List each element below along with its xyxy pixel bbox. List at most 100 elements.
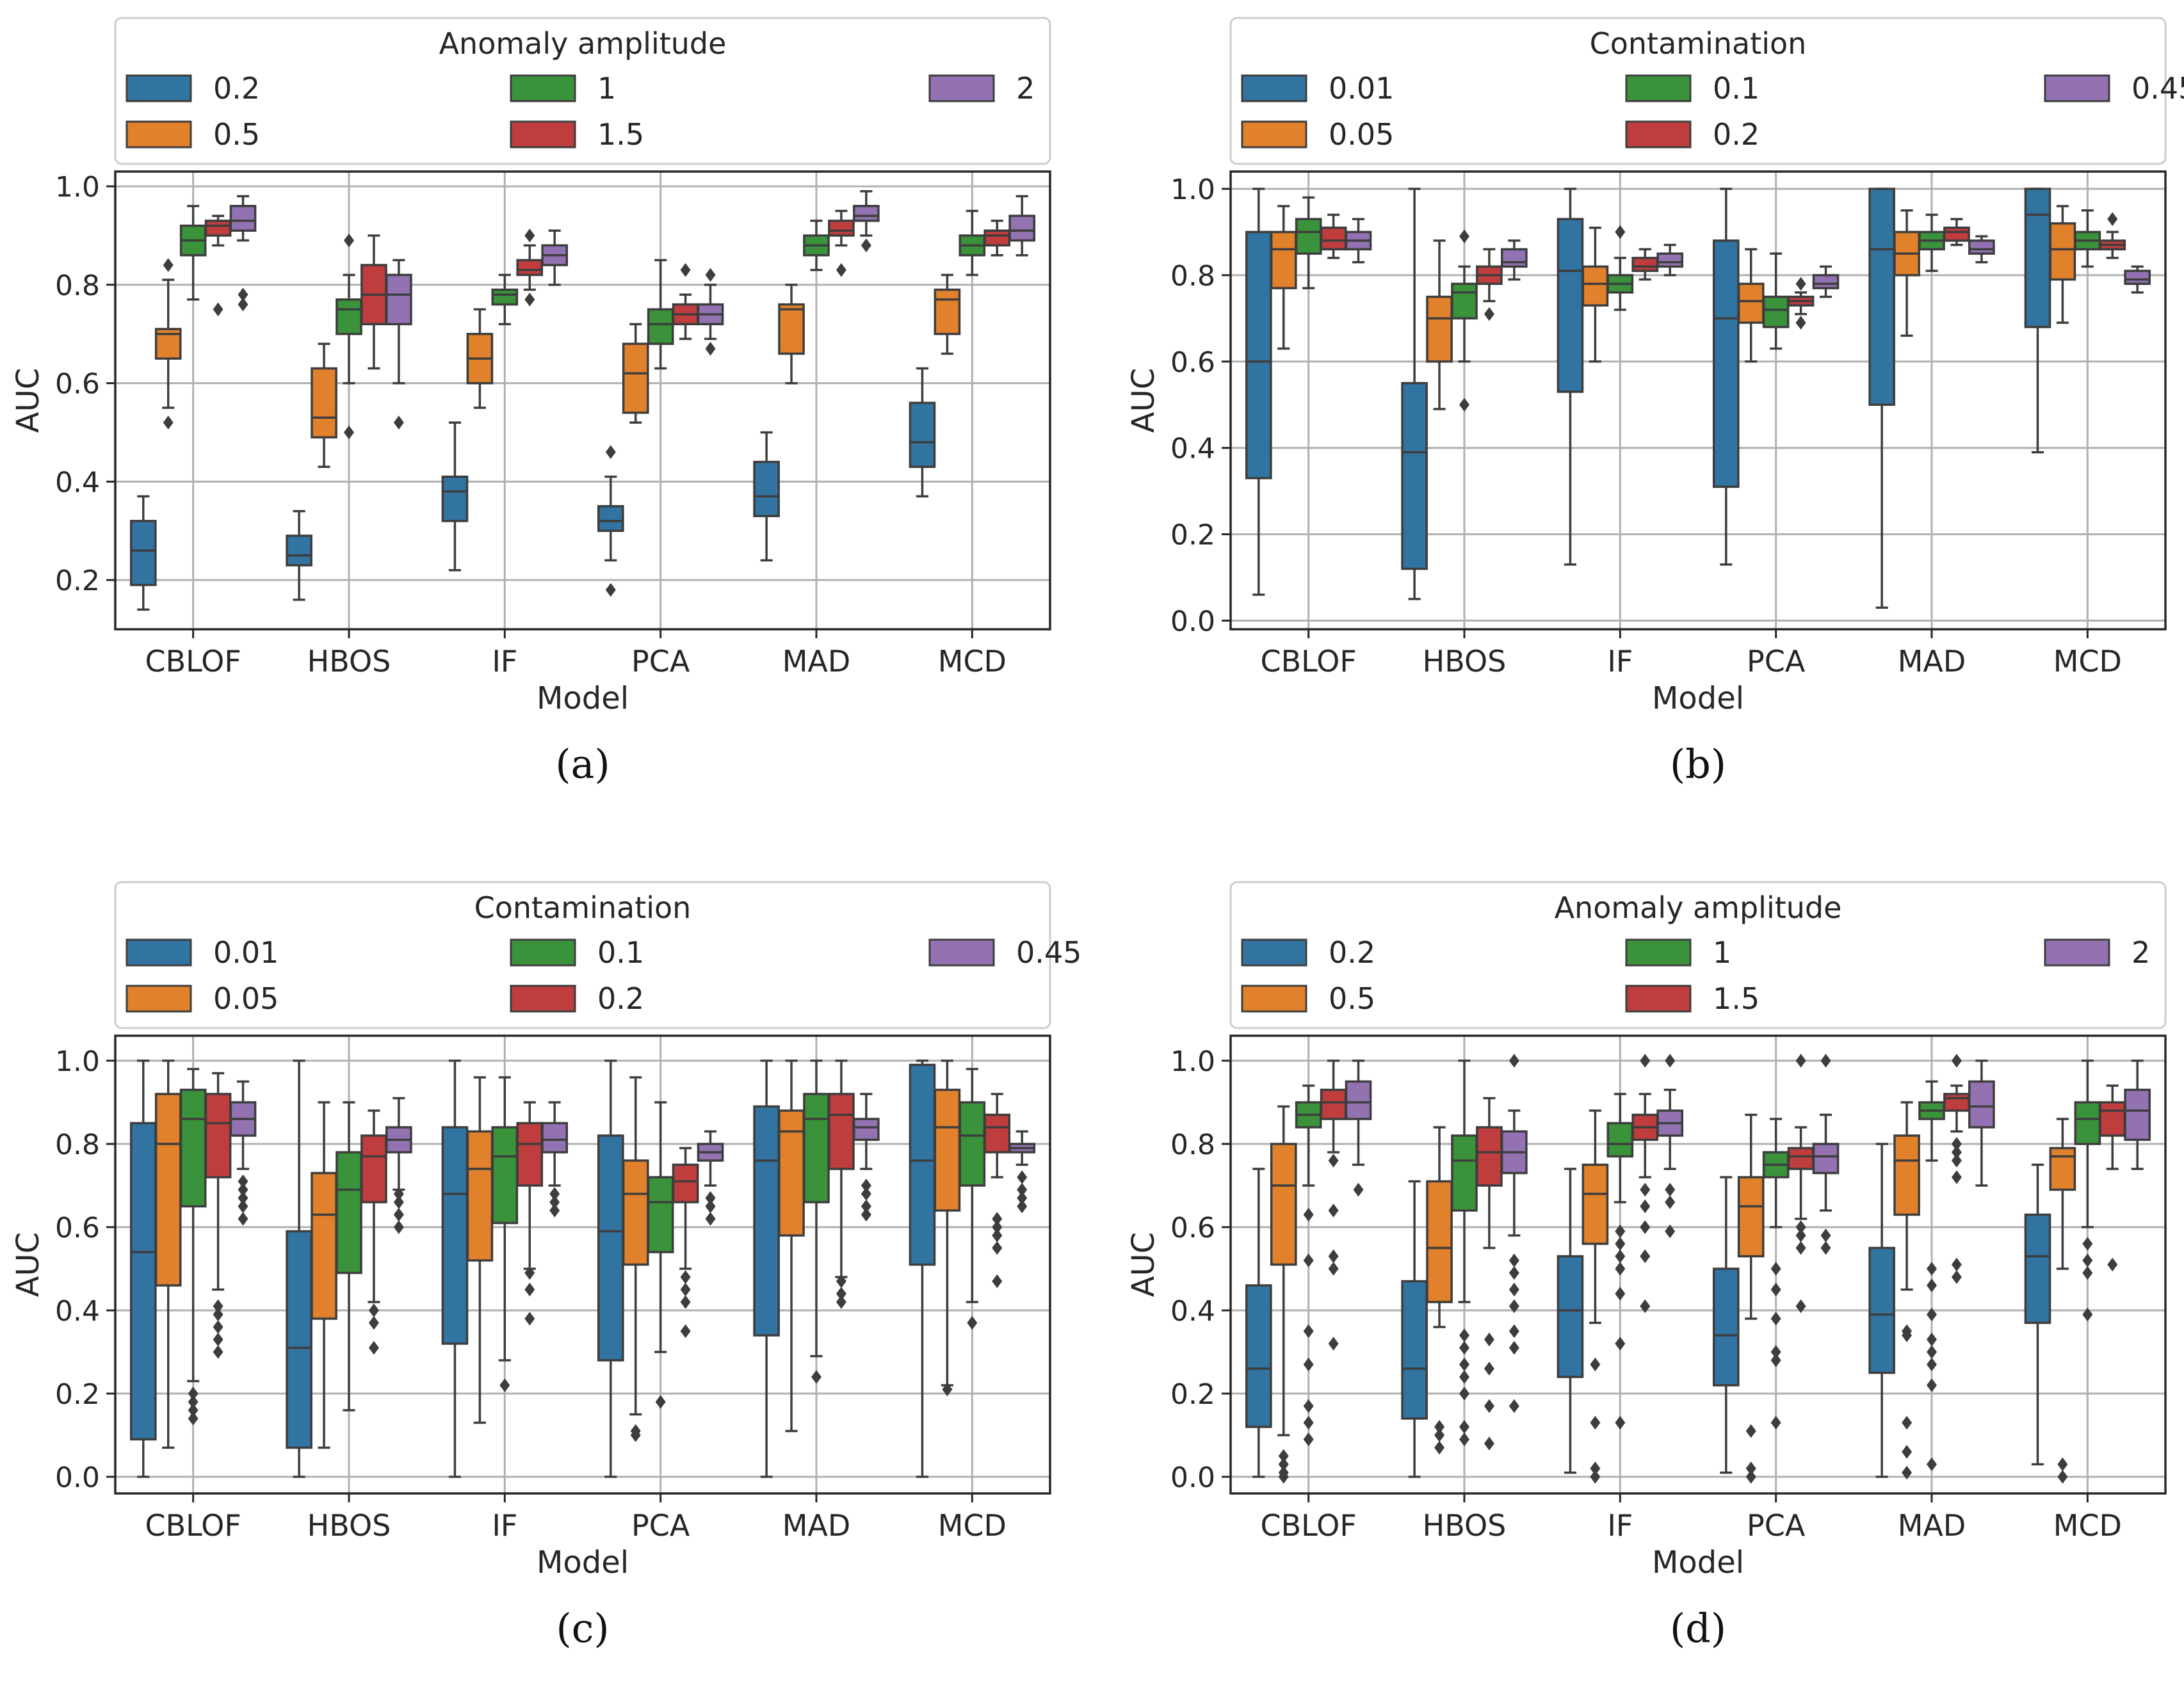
box-iqr[interactable]	[286, 1230, 312, 1449]
box-iqr[interactable]	[647, 308, 674, 345]
box-iqr[interactable]	[672, 1163, 699, 1203]
box-iqr[interactable]	[1451, 1134, 1478, 1212]
box-iqr[interactable]	[597, 1134, 624, 1362]
box-iqr[interactable]	[466, 1130, 494, 1262]
box-iqr[interactable]	[1737, 1176, 1765, 1258]
box-iqr[interactable]	[803, 1093, 830, 1203]
box-iqr[interactable]	[1476, 1126, 1503, 1187]
box-iqr[interactable]	[2049, 1146, 2076, 1191]
box-iqr[interactable]	[441, 475, 469, 522]
box-iqr[interactable]	[1943, 226, 1970, 242]
box-iqr[interactable]	[1812, 1143, 1840, 1175]
box-iqr[interactable]	[1868, 1246, 1895, 1374]
box-iqr[interactable]	[129, 520, 157, 586]
legend-item[interactable]: 0.05	[1241, 117, 1394, 152]
box-iqr[interactable]	[1712, 1267, 1740, 1387]
box-iqr[interactable]	[229, 205, 257, 232]
box-iqr[interactable]	[179, 1088, 207, 1208]
box-iqr[interactable]	[778, 303, 805, 355]
box-iqr[interactable]	[1295, 218, 1322, 255]
box-iqr[interactable]	[491, 288, 519, 306]
box-iqr[interactable]	[154, 1093, 182, 1287]
box-iqr[interactable]	[2024, 1213, 2051, 1324]
box-iqr[interactable]	[983, 1113, 1011, 1154]
box-iqr[interactable]	[909, 1063, 936, 1266]
box-iqr[interactable]	[622, 342, 649, 414]
box-iqr[interactable]	[1712, 239, 1740, 488]
box-iqr[interactable]	[516, 259, 544, 277]
legend-item[interactable]: 0.2	[125, 71, 260, 106]
legend-item[interactable]: 0.2	[1241, 935, 1375, 970]
box-iqr[interactable]	[1968, 239, 1995, 255]
box-iqr[interactable]	[1787, 1146, 1815, 1170]
box-iqr[interactable]	[441, 1126, 469, 1345]
legend-item[interactable]: 1	[1625, 935, 1731, 970]
box-iqr[interactable]	[1606, 1122, 1634, 1158]
box-iqr[interactable]	[1245, 230, 1272, 479]
box-iqr[interactable]	[647, 1176, 674, 1253]
box-iqr[interactable]	[1270, 230, 1297, 289]
box-iqr[interactable]	[2099, 1101, 2126, 1137]
box-iqr[interactable]	[336, 1151, 362, 1275]
box-iqr[interactable]	[311, 367, 337, 438]
box-iqr[interactable]	[204, 1093, 232, 1178]
box-iqr[interactable]	[1426, 1180, 1453, 1303]
box-iqr[interactable]	[1557, 1255, 1584, 1378]
box-iqr[interactable]	[1345, 1080, 1372, 1120]
box-iqr[interactable]	[204, 220, 232, 237]
box-iqr[interactable]	[828, 220, 855, 237]
box-iqr[interactable]	[934, 288, 961, 335]
box-iqr[interactable]	[778, 1109, 805, 1237]
legend-item[interactable]: 0.01	[1241, 71, 1394, 106]
legend-item[interactable]: 0.2	[510, 981, 644, 1016]
box-iqr[interactable]	[1762, 295, 1790, 328]
box-iqr[interactable]	[622, 1159, 649, 1266]
box-iqr[interactable]	[1401, 1280, 1428, 1420]
box-iqr[interactable]	[1426, 295, 1453, 363]
box-iqr[interactable]	[360, 1134, 387, 1203]
box-iqr[interactable]	[311, 1171, 337, 1320]
box-iqr[interactable]	[1968, 1080, 1995, 1129]
legend-item[interactable]: 0.01	[125, 935, 279, 970]
box-iqr[interactable]	[1943, 1093, 1970, 1112]
box-iqr[interactable]	[934, 1088, 961, 1212]
box-iqr[interactable]	[753, 1105, 780, 1337]
box-iqr[interactable]	[1581, 265, 1609, 307]
box-iqr[interactable]	[541, 1122, 569, 1154]
box-iqr[interactable]	[1737, 282, 1765, 324]
legend-item[interactable]: 0.05	[125, 981, 279, 1016]
box-iqr[interactable]	[286, 535, 312, 567]
box-iqr[interactable]	[1270, 1143, 1297, 1266]
box-iqr[interactable]	[983, 229, 1011, 247]
box-iqr[interactable]	[597, 505, 624, 532]
box-iqr[interactable]	[1401, 382, 1428, 570]
legend-item[interactable]: 0.1	[510, 935, 644, 970]
box-iqr[interactable]	[491, 1126, 519, 1225]
box-iqr[interactable]	[1245, 1284, 1272, 1428]
box-iqr[interactable]	[129, 1122, 157, 1441]
box-iqr[interactable]	[516, 1122, 544, 1187]
box-iqr[interactable]	[1631, 257, 1659, 272]
box-iqr[interactable]	[1008, 214, 1036, 242]
legend-item[interactable]: 0.45	[2044, 71, 2184, 106]
box-iqr[interactable]	[909, 401, 936, 469]
box-iqr[interactable]	[1320, 1088, 1347, 1120]
box-iqr[interactable]	[2024, 188, 2051, 328]
box-iqr[interactable]	[2124, 1088, 2151, 1141]
box-iqr[interactable]	[1451, 282, 1478, 320]
box-iqr[interactable]	[385, 273, 412, 326]
box-iqr[interactable]	[2124, 269, 2151, 286]
box-iqr[interactable]	[1320, 226, 1347, 251]
box-iqr[interactable]	[1893, 1134, 1920, 1216]
box-iqr[interactable]	[2049, 222, 2076, 281]
legend-item[interactable]: 0.45	[928, 935, 1081, 970]
box-iqr[interactable]	[1812, 274, 1840, 289]
legend-item[interactable]: 0.5	[125, 117, 260, 152]
box-iqr[interactable]	[753, 460, 780, 517]
legend-item[interactable]: 1	[510, 71, 616, 106]
box-iqr[interactable]	[1868, 188, 1895, 406]
legend-item[interactable]: 1.5	[510, 117, 644, 152]
legend-item[interactable]: 2	[2044, 935, 2150, 970]
legend-item[interactable]: 2	[928, 71, 1035, 106]
box-iqr[interactable]	[336, 298, 362, 335]
